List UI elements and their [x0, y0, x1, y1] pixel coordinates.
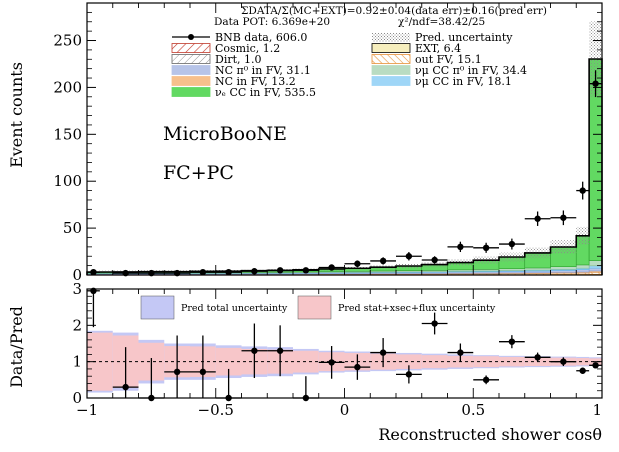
band-legend-swatch-1	[298, 296, 331, 319]
stack-bar-ncpi0-19	[576, 270, 589, 272]
header-data-pot: Data POT: 6.369e+20	[214, 16, 330, 28]
top-ytick-label-4: 200	[53, 78, 82, 96]
data-point-6	[251, 268, 257, 274]
ratio-point-13	[431, 320, 437, 326]
ratio-point-11	[380, 349, 386, 355]
data-point-12	[406, 253, 412, 259]
data-point-16	[509, 241, 515, 247]
ratio-point-1	[122, 384, 128, 390]
top-ytick-label-2: 100	[53, 172, 82, 190]
ratio-point-7	[277, 348, 283, 354]
bottom-ytick-label-3: 3	[72, 280, 82, 298]
bottom-ytick-label-2: 2	[72, 316, 82, 334]
band-legend-label-1: Pred stat+xsec+flux uncertainty	[338, 303, 496, 314]
legend-swatch-numucc	[372, 77, 410, 86]
legend-swatch-nuecc	[172, 88, 210, 97]
data-point-19	[579, 187, 585, 193]
stack-bar-numuccpi0-20	[589, 261, 602, 266]
bottom-xtick-label-4: 1	[592, 401, 602, 419]
data-point-17	[534, 216, 540, 222]
legend-swatch-cosmic	[172, 44, 210, 53]
data-point-7	[277, 267, 283, 273]
ratio-point-16	[509, 338, 515, 344]
ratio-point-14	[457, 349, 463, 355]
ratio-point-17	[534, 354, 540, 360]
stack-bar-numuccpi0-18	[551, 267, 577, 270]
band-legend-label-0: Pred total uncertainty	[181, 303, 288, 314]
top-y-axis-label: Event counts	[7, 62, 26, 168]
band-legend: Pred total uncertainty Pred stat+xsec+flu…	[141, 296, 496, 319]
stack-bar-ncpi0-20	[589, 268, 602, 271]
experiment-label: MicroBooNE	[163, 123, 287, 145]
ratio-point-3	[174, 369, 180, 375]
ratio-point-10	[354, 364, 360, 370]
header: ΣDATA/Σ(MC+EXT)=0.92±0.04(data err)±0.16…	[214, 5, 547, 28]
top-ytick-label-5: 250	[53, 32, 82, 50]
ratio-point-19	[579, 368, 585, 374]
legend-label-nuecc: νₑ CC in FV, 535.5	[215, 86, 316, 99]
data-point-14	[457, 244, 463, 250]
bottom-xtick-label-3: 0.5	[461, 401, 485, 419]
data-point-10	[354, 261, 360, 267]
data-point-18	[560, 215, 566, 221]
bottom-y-axis-label: Data/Pred	[7, 306, 26, 388]
ratio-point-18	[560, 358, 566, 364]
data-point-8	[303, 267, 309, 273]
data-point-15	[483, 245, 489, 251]
legend-swatch-outfv	[372, 55, 410, 64]
pred-uncertainty-band	[87, 21, 602, 273]
legend-swatch-ncother	[172, 77, 210, 86]
bottom-xtick-label-1: −0.5	[198, 401, 234, 419]
top-ytick-label-3: 150	[53, 125, 82, 143]
legend-swatch-pred_unc	[372, 33, 410, 42]
ratio-point-20	[592, 362, 598, 368]
stack-bar-numucc-20	[589, 266, 602, 268]
data-point-20	[592, 80, 598, 86]
ratio-point-4	[200, 369, 206, 375]
bottom-xtick-label-0: −1	[76, 401, 98, 419]
x-axis-label: Reconstructed shower cosθ	[378, 425, 602, 444]
ratio-point-6	[251, 348, 257, 354]
bottom-xtick-label-2: 0	[340, 401, 350, 419]
data-point-9	[328, 264, 334, 270]
data-point-13	[431, 257, 437, 263]
legend-swatch-numuccpi0	[372, 66, 410, 75]
band-legend-swatch-0	[141, 296, 174, 319]
ratio-point-12	[406, 371, 412, 377]
ratio-uncertainty-bands	[87, 331, 602, 393]
data-point-11	[380, 258, 386, 264]
legend-marker-data	[188, 34, 194, 40]
stack-bar-numuccpi0-19	[576, 265, 589, 268]
ratio-point-9	[328, 359, 334, 365]
legend-swatch-ext	[372, 44, 410, 53]
selection-label: FC+PC	[163, 162, 234, 184]
header-chi2: χ²/ndf=38.42/25	[398, 16, 485, 28]
legend-swatch-ncpi0	[172, 66, 210, 75]
top-ytick-label-1: 50	[63, 219, 82, 237]
legend-label-numucc: νμ CC in FV, 18.1	[415, 75, 512, 88]
stack-bar-numuccpi0-17	[525, 268, 551, 270]
legend-swatch-dirt	[172, 55, 210, 64]
bottom-ytick-label-1: 1	[72, 353, 82, 371]
ratio-point-15	[483, 377, 489, 383]
